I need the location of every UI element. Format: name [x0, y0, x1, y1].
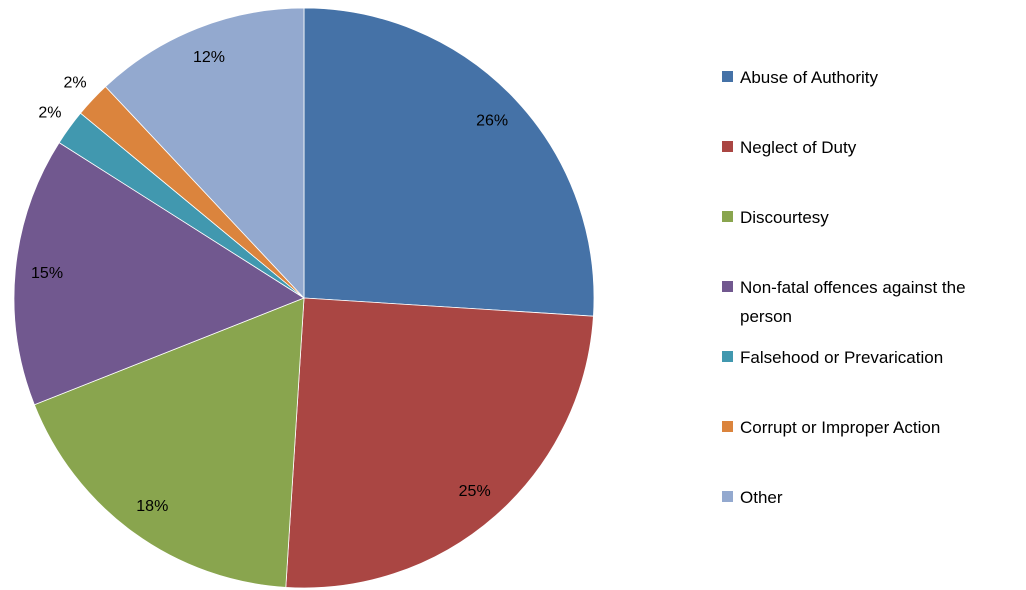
pie-slice: [13, 142, 305, 406]
legend-swatch: [722, 140, 733, 152]
data-label: 2%: [38, 105, 61, 122]
data-label: 26%: [476, 113, 508, 130]
legend-label: Falsehood or Prevarication: [740, 347, 944, 367]
data-label: 12%: [193, 49, 225, 66]
legend-swatch: [722, 490, 733, 502]
pie-slice: [104, 7, 305, 300]
legend-item: Neglect of Duty: [722, 133, 1014, 162]
legend-label: Abuse of Authority: [740, 67, 878, 87]
legend-item: Other: [722, 483, 1014, 512]
data-label: 25%: [459, 483, 491, 500]
legend-swatch: [722, 420, 733, 432]
data-label: 2%: [64, 74, 87, 91]
legend-item: Non-fatal offences against the person: [722, 273, 1014, 331]
pie-slice: [33, 297, 305, 588]
legend-item: Discourtesy: [722, 203, 1014, 232]
pie-slice: [303, 7, 595, 317]
legend-label: Non-fatal offences against the person: [740, 277, 966, 326]
legend-label: Other: [740, 487, 783, 507]
legend-label: Corrupt or Improper Action: [740, 417, 941, 437]
data-label: 18%: [136, 498, 168, 515]
legend-label: Discourtesy: [740, 207, 829, 227]
legend-item: Corrupt or Improper Action: [722, 413, 1014, 442]
legend-item: Falsehood or Prevarication: [722, 343, 1014, 372]
legend-swatch: [722, 350, 733, 362]
data-label: 15%: [31, 265, 63, 282]
pie-slice: [285, 297, 594, 589]
legend-swatch: [722, 210, 733, 222]
legend-label: Neglect of Duty: [740, 137, 857, 157]
legend-swatch: [722, 70, 733, 82]
legend-item: Abuse of Authority: [722, 63, 1014, 92]
legend-swatch: [722, 280, 733, 292]
